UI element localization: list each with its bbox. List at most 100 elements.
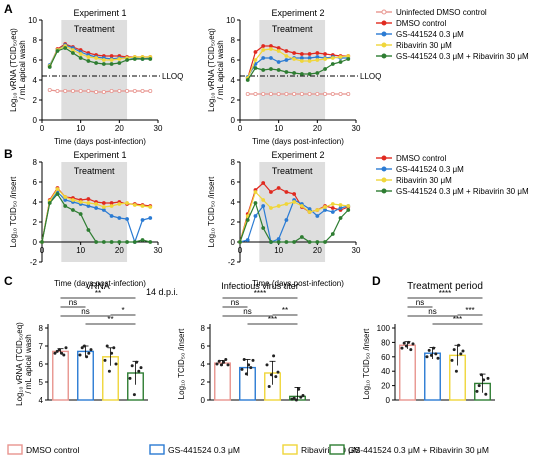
legend-label: GS-441524 0.3 μM + Ribavirin 30 μM <box>396 52 529 61</box>
y-tick-label: 2 <box>231 96 236 105</box>
significance-label: ns <box>243 307 251 316</box>
data-point <box>269 190 273 194</box>
data-point <box>253 66 258 70</box>
data-point <box>482 378 486 382</box>
data-point <box>330 210 335 214</box>
data-point <box>117 89 122 94</box>
treatment-label: Treatment <box>272 166 313 176</box>
data-point <box>245 78 250 82</box>
data-point <box>409 348 413 352</box>
data-point <box>299 72 304 76</box>
treatment-shade <box>61 20 128 120</box>
y-tick-label: 0 <box>201 396 206 405</box>
y-tick-label: 4 <box>39 396 44 405</box>
treatment-shade <box>259 20 326 120</box>
x-tick-label: 0 <box>40 124 45 133</box>
data-point <box>101 62 106 66</box>
x-tick-label: 30 <box>352 246 361 255</box>
data-point <box>315 240 320 244</box>
data-point <box>109 240 114 244</box>
data-point <box>261 204 266 208</box>
data-point <box>272 354 276 358</box>
data-point <box>307 240 312 244</box>
y-tick-label: 2 <box>231 218 236 227</box>
x-tick-label: 10 <box>76 246 85 255</box>
data-point <box>109 54 114 58</box>
x-tick-label: 20 <box>115 246 124 255</box>
bar-chart-c2: Infectious virus titer 0 2 4 6 8 Log₁₀ TCID₅₀ … <box>177 281 310 405</box>
data-point <box>219 363 223 367</box>
data-point <box>244 372 248 376</box>
data-point <box>222 360 226 364</box>
y-tick-label: -2 <box>228 258 236 267</box>
data-point <box>267 385 271 388</box>
y-tick-label: 100 <box>377 324 391 333</box>
chart-title: Experiment 2 <box>271 150 324 160</box>
data-point <box>315 51 320 55</box>
data-point <box>55 187 60 191</box>
data-point <box>78 89 83 94</box>
data-point <box>245 92 250 97</box>
data-point <box>292 92 297 97</box>
y-tick-label: 8 <box>33 36 38 45</box>
significance-label: ns <box>416 298 424 307</box>
legend-label: GS-441524 0.3 μM <box>168 445 240 455</box>
y-tick-label: 2 <box>33 96 38 105</box>
y-tick-label: 0 <box>386 396 391 405</box>
data-point <box>132 240 137 244</box>
lloq-label: LLOQ <box>360 72 381 81</box>
y-tick-label: 10 <box>28 16 37 25</box>
data-point <box>63 204 68 208</box>
bar <box>77 350 94 401</box>
data-point <box>253 201 258 205</box>
data-point <box>429 353 433 357</box>
data-point <box>315 208 320 212</box>
data-point <box>63 195 68 199</box>
data-point <box>338 60 343 64</box>
data-point <box>117 61 122 65</box>
y-tick-label: 8 <box>231 36 236 45</box>
data-point <box>292 396 296 400</box>
data-point <box>103 358 107 362</box>
significance-label: ** <box>107 315 113 324</box>
data-point <box>89 348 93 352</box>
y-tick-label: 2 <box>201 378 206 387</box>
data-point <box>109 214 114 218</box>
data-point <box>292 192 297 196</box>
data-point <box>269 44 273 48</box>
data-point <box>425 355 429 359</box>
data-point <box>461 349 465 353</box>
data-point <box>245 238 250 242</box>
data-point <box>71 208 75 212</box>
y-axis-label: Log₁₀ TCID₅₀ /insert <box>177 328 186 399</box>
significance-label: **** <box>439 289 451 298</box>
data-point <box>78 200 83 204</box>
treatment-label: Treatment <box>74 166 115 176</box>
data-point <box>299 204 304 208</box>
data-point <box>132 203 137 207</box>
data-point <box>117 202 122 206</box>
data-point <box>284 58 289 62</box>
data-point <box>299 92 304 97</box>
data-point <box>148 57 153 61</box>
data-point <box>238 240 242 244</box>
x-axis-label: Time (days post-infection) <box>54 279 146 288</box>
x-tick-label: 10 <box>76 124 85 133</box>
y-axis-label: Log₁₀ TCID₅₀ /insert <box>207 176 216 247</box>
data-point <box>215 362 219 366</box>
bar <box>424 352 441 401</box>
data-point <box>276 240 281 244</box>
data-point <box>71 48 75 52</box>
data-point <box>130 364 134 368</box>
data-point <box>148 89 153 94</box>
legend-marker <box>381 166 387 172</box>
data-point <box>284 240 289 244</box>
data-point <box>261 56 266 60</box>
data-point <box>338 55 343 59</box>
data-point <box>284 54 289 58</box>
data-point <box>269 240 273 244</box>
data-point <box>217 359 221 363</box>
